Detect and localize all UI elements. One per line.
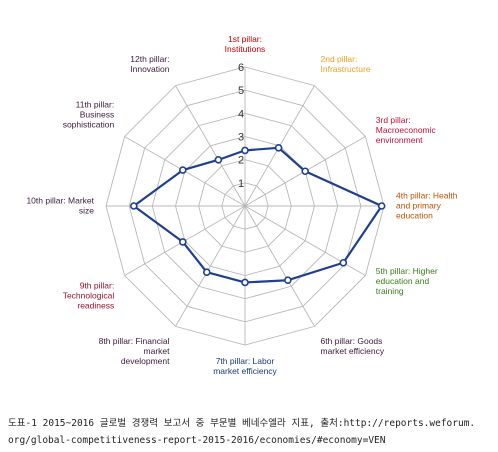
axis-label-11: 11th pillar: Business sophistication [63, 100, 115, 130]
axis-label-line: readiness [77, 301, 114, 311]
axis-label-line: Macroeconomic [376, 125, 437, 135]
axis-label-line: 5th pillar: Higher [376, 266, 438, 276]
tick-label-2: 2 [238, 155, 244, 167]
axis-label-1: 1st pillar: Institutions [225, 34, 266, 54]
axis-label-4: 4th pillar: Health and primary education [396, 191, 458, 221]
axis-label-2: 2nd pillar: Infrastructure [321, 54, 371, 74]
axis-label-line: size [79, 206, 94, 216]
grid-spoke-6 [244, 205, 315, 327]
axis-label-line: and primary [396, 201, 442, 211]
axis-label-line: education [396, 211, 433, 221]
axis-label-line: market efficiency [213, 366, 277, 376]
tick-label-5: 5 [238, 85, 244, 97]
axis-label-line: 12th pillar: [130, 54, 169, 64]
figure-caption: 도표-1 2015~2016 글로벌 경쟁력 보고서 중 부문별 베네수엘라 지… [8, 415, 494, 449]
data-point-1 [241, 146, 249, 155]
axis-label-line: 8th pillar: Financial [99, 336, 170, 346]
axis-label-line: market efficiency [321, 346, 385, 356]
axis-label-line: training [376, 286, 404, 296]
axis-labels: 1st pillar: Institutions 2nd pillar: Infras… [26, 34, 457, 376]
radar-grid [105, 66, 385, 346]
axis-label-8: 8th pillar: Financial market development [99, 336, 171, 366]
axis-label-line: development [121, 356, 170, 366]
axis-label-line: Innovation [130, 64, 169, 74]
grid-spoke-8 [175, 205, 246, 327]
axis-label-line: 2nd pillar: [321, 54, 358, 64]
axis-label-line: 11th pillar: [76, 100, 115, 110]
axis-label-9: 9th pillar: Technological readiness [63, 281, 115, 311]
data-point-12 [214, 156, 223, 164]
data-point-8 [202, 268, 211, 277]
grid-spoke-5 [244, 205, 366, 276]
axis-label-12: 12th pillar: Innovation [130, 54, 169, 74]
caption-line-2: org/global-competitiveness-report-2015-2… [8, 435, 386, 446]
axis-label-line: 6th pillar: Goods [321, 336, 383, 346]
tick-label-3: 3 [238, 132, 244, 144]
axis-label-line: 3rd pillar: [376, 115, 411, 125]
axis-label-5: 5th pillar: Higher education and training [376, 266, 438, 296]
data-point-6 [284, 276, 292, 285]
axis-label-6: 6th pillar: Goods market efficiency [321, 336, 385, 356]
tick-label-1: 1 [238, 178, 244, 190]
grid-spoke-12 [175, 85, 246, 207]
axis-label-10: 10th pillar: Market size [26, 196, 94, 216]
axis-label-line: Institutions [225, 44, 266, 54]
data-point-11 [179, 166, 187, 174]
axis-label-line: 1st pillar: [228, 34, 262, 44]
caption-line-1: 도표-1 2015~2016 글로벌 경쟁력 보고서 중 부문별 베네수엘라 지… [8, 418, 476, 429]
axis-label-line: 10th pillar: Market [26, 196, 94, 206]
axis-label-line: Business [80, 110, 115, 120]
radial-tick-labels: 1 2 3 4 5 6 [238, 62, 244, 190]
data-point-10 [130, 202, 138, 210]
axis-label-7: 7th pillar: Labor market efficiency [213, 356, 277, 376]
data-point-5 [339, 258, 348, 267]
axis-label-line: Technological [63, 291, 115, 301]
data-point-4 [377, 202, 386, 210]
tick-label-6: 6 [238, 62, 244, 74]
axis-label-line: environment [376, 135, 423, 145]
axis-label-line: Infrastructure [321, 64, 371, 74]
axis-label-line: 4th pillar: Health [396, 191, 458, 201]
axis-label-line: 7th pillar: Labor [216, 356, 275, 366]
axis-label-line: market [144, 346, 171, 356]
data-point-9 [179, 238, 187, 246]
axis-label-3: 3rd pillar: Macroeconomic environment [376, 115, 437, 145]
data-point-3 [301, 167, 309, 176]
axis-label-line: 9th pillar: [80, 281, 115, 291]
data-point-2 [274, 144, 283, 152]
series-layer [130, 144, 386, 287]
data-point-7 [241, 278, 249, 287]
tick-label-4: 4 [238, 108, 244, 120]
axis-label-line: sophistication [63, 120, 115, 130]
axis-label-line: education and [376, 276, 430, 286]
